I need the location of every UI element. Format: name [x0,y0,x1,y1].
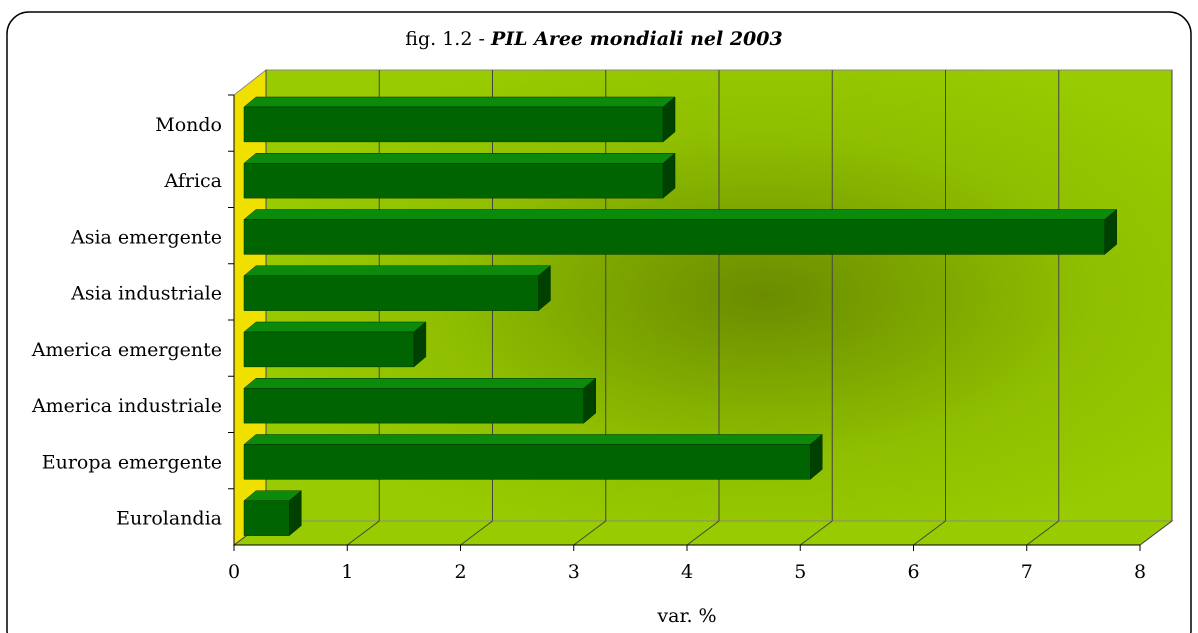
bar-top [243,153,676,164]
frame [6,11,1192,633]
bar [243,208,1118,255]
bar-top [243,434,823,445]
bar-top [243,321,427,333]
bar-top [243,265,552,276]
bar [243,433,823,480]
bar-front [243,106,664,143]
y-tick-label: Europa emergente [42,451,222,473]
y-tick-label: Africa [163,170,222,192]
x-tick-label: 6 [907,561,919,583]
bar [243,321,427,368]
floor-grid-line [573,520,607,546]
bar-top [243,209,1118,220]
bar-front [243,331,415,368]
bar-top [243,96,676,108]
bar-top [243,378,597,389]
bar-front [243,388,584,424]
bar [243,96,676,143]
x-tick-label: 5 [794,561,806,583]
floor-grid-line [913,520,946,546]
x-tick-label: 2 [454,561,466,583]
bar-front [243,219,1105,255]
bar [243,265,552,312]
bar [243,152,676,199]
x-tick-label: 4 [681,561,693,583]
title-prefix: fig. 1.2 - [405,28,485,50]
bar [243,490,302,537]
floor-grid-line [1026,520,1060,546]
floor-grid-line [460,520,493,546]
x-axis-label: var. % [656,605,716,627]
floor-grid-line [686,520,720,546]
bar-front [243,275,539,311]
x-tick-label: 0 [228,561,240,583]
x-tick-label: 1 [341,561,353,583]
y-tick-label: Mondo [155,114,222,136]
floor-grid-line [799,520,833,546]
y-tick-label: America industriale [31,395,222,417]
chart-title: fig. 1.2 - PIL Aree mondiali nel 2003 [405,28,782,50]
y-tick-label: Eurolandia [116,508,222,530]
floor-grid-line [1139,520,1173,546]
x-tick-label: 3 [568,561,580,583]
bar-front [243,163,664,199]
x-tick-label: 7 [1021,561,1033,583]
title-main: PIL Aree mondiali nel 2003 [490,28,783,50]
bar-front [243,500,290,536]
x-tick-label: 8 [1134,561,1146,583]
y-tick-label: Asia industriale [70,283,222,305]
bar [243,377,597,424]
y-tick-label: Asia emergente [70,226,222,248]
y-tick-label: America emergente [31,339,222,361]
bar-front [243,444,811,480]
floor-grid-line [346,520,380,546]
